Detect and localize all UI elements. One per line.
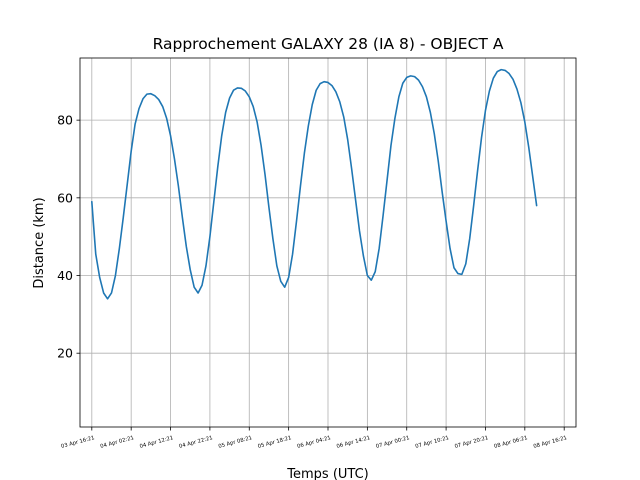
- distance-series-line: [91, 68, 538, 300]
- y-tick-label: 60: [57, 190, 73, 205]
- chart-title: Rapprochement GALAXY 28 (IA 8) - OBJECT …: [153, 35, 504, 53]
- series-layer: [91, 68, 538, 300]
- x-axis-label: Temps (UTC): [286, 467, 368, 480]
- y-tick-label: 20: [57, 346, 73, 361]
- y-axis-label: Distance (km): [32, 197, 47, 288]
- y-tick-label: 80: [57, 113, 73, 128]
- y-axis-ticks: 20 40 60 80: [57, 113, 80, 361]
- y-tick-label: 40: [57, 268, 73, 283]
